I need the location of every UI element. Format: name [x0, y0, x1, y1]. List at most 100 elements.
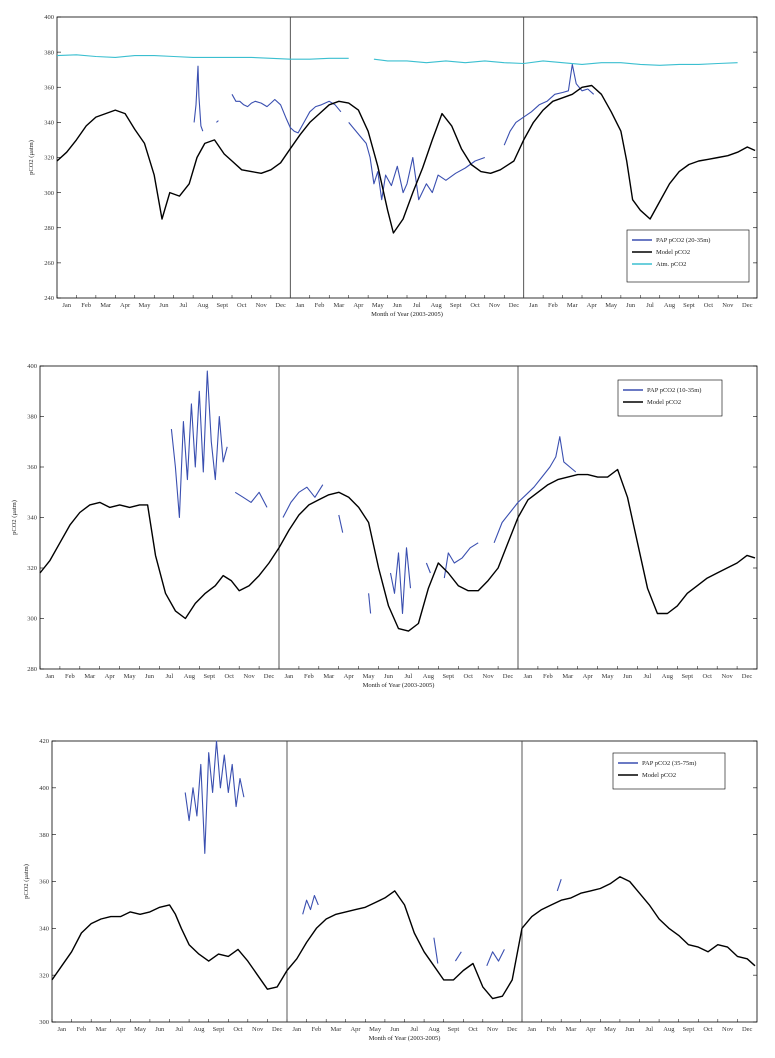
- y-tick-label: 320: [44, 155, 54, 162]
- x-tick-label: May: [363, 673, 376, 680]
- x-tick-label: Jun: [159, 302, 169, 309]
- legend-label: Model pCO2: [647, 399, 681, 406]
- x-tick-label: Jun: [390, 1026, 400, 1033]
- x-tick-label: Feb: [315, 302, 325, 309]
- x-tick-label: Dec: [507, 1026, 518, 1033]
- y-tick-label: 380: [39, 832, 49, 839]
- x-tick-label: Jan: [292, 1026, 301, 1033]
- y-axis-title: pCO2 (μatm): [11, 500, 18, 535]
- x-tick-label: Jul: [410, 1026, 418, 1033]
- x-tick-label: Nov: [489, 302, 501, 309]
- x-tick-label: Jul: [644, 673, 652, 680]
- x-tick-label: Jul: [180, 302, 188, 309]
- x-tick-label: Jan: [57, 1026, 66, 1033]
- series-line-0: [433, 937, 439, 964]
- x-tick-label: May: [372, 302, 385, 309]
- x-tick-label: Aug: [197, 302, 209, 309]
- x-tick-label: Jan: [527, 1026, 536, 1033]
- x-tick-label: Jun: [155, 1026, 165, 1033]
- x-tick-label: Sept: [204, 673, 216, 680]
- x-tick-label: Dec: [742, 302, 753, 309]
- x-tick-label: Apr: [353, 302, 364, 309]
- x-tick-label: Feb: [81, 302, 91, 309]
- x-tick-label: Feb: [77, 1026, 87, 1033]
- y-tick-label: 280: [44, 225, 54, 232]
- x-tick-label: Mar: [567, 302, 579, 309]
- x-tick-label: Mar: [334, 302, 346, 309]
- legend-label: Atm. pCO2: [656, 261, 686, 268]
- series-line-0: [556, 879, 562, 892]
- chart-panel-top: 240 260 280 300 320 340 360 380 400 Jan Feb Mar Apr M…: [28, 14, 758, 318]
- x-tick-label: Jan: [46, 673, 55, 680]
- series-line-0: [216, 120, 219, 123]
- series-line-0: [302, 894, 319, 915]
- x-tick-label: Jun: [393, 302, 403, 309]
- x-tick-label: Dec: [742, 673, 753, 680]
- x-tick-label: Apr: [344, 673, 355, 680]
- chart-panel-bottom: 300 320 340 360 380 400 420 Jan Feb Mar Apr May Jun J…: [23, 738, 758, 1042]
- y-tick-label: 300: [44, 190, 54, 197]
- x-tick-label: Oct: [225, 673, 235, 680]
- y-tick-label: 380: [27, 414, 37, 421]
- x-tick-label: Sept: [450, 302, 462, 309]
- x-tick-label: Aug: [662, 673, 674, 680]
- series-line-0: [234, 491, 268, 508]
- x-tick-label: Sept: [683, 302, 695, 309]
- x-tick-label: Nov: [256, 302, 268, 309]
- x-tick-label: Mar: [566, 1026, 578, 1033]
- x-tick-label: May: [139, 302, 152, 309]
- x-tick-label: Oct: [704, 302, 714, 309]
- y-tick-label: 360: [39, 879, 49, 886]
- x-tick-label: Jan: [285, 673, 294, 680]
- x-tick-label: Sept: [213, 1026, 225, 1033]
- x-tick-label: Sept: [216, 302, 228, 309]
- x-tick-label: Jul: [413, 302, 421, 309]
- x-tick-label: May: [369, 1026, 382, 1033]
- x-tick-label: Oct: [237, 302, 247, 309]
- series-line-0: [389, 547, 412, 615]
- series-line-0: [425, 562, 431, 574]
- series-line-0: [368, 593, 372, 614]
- x-tick-label: Dec: [275, 302, 286, 309]
- x-tick-label: Jun: [625, 1026, 635, 1033]
- series-line-2: [373, 58, 738, 66]
- series-line-2: [56, 54, 349, 60]
- legend-label: PAP pCO2 (20-35m): [656, 237, 710, 244]
- x-tick-label: Sept: [683, 1026, 695, 1033]
- series-line-0: [454, 951, 462, 962]
- x-axis-title: Month of Year (2003-2005): [369, 1035, 441, 1042]
- x-tick-label: Dec: [272, 1026, 283, 1033]
- series-line-0: [193, 65, 204, 132]
- x-tick-label: Jun: [623, 673, 633, 680]
- y-tick-label: 360: [27, 464, 37, 471]
- y-tick-label: 320: [27, 565, 37, 572]
- x-tick-label: Nov: [722, 673, 734, 680]
- y-tick-label: 320: [39, 972, 49, 979]
- x-tick-label: Feb: [547, 1026, 557, 1033]
- series-line-0: [348, 122, 485, 201]
- series-line-0: [282, 484, 324, 518]
- y-tick-label: 380: [44, 49, 54, 56]
- y-tick-label: 280: [27, 666, 37, 673]
- x-tick-label: Apr: [587, 302, 598, 309]
- x-tick-label: Jul: [645, 1026, 653, 1033]
- x-tick-label: Apr: [115, 1026, 126, 1033]
- x-tick-label: Nov: [722, 1026, 734, 1033]
- x-tick-label: Mar: [323, 673, 335, 680]
- legend-label: Model pCO2: [656, 249, 690, 256]
- x-tick-label: Dec: [742, 1026, 753, 1033]
- legend-label: PAP pCO2 (35-75m): [642, 760, 696, 767]
- x-tick-label: Aug: [428, 1026, 440, 1033]
- x-tick-label: Feb: [65, 673, 75, 680]
- chart-panel-middle: 280 300 320 340 360 380 400 Jan Feb Mar Apr May Jun J…: [11, 363, 758, 689]
- x-tick-label: May: [602, 673, 615, 680]
- x-tick-label: Oct: [703, 1026, 713, 1033]
- x-tick-label: Aug: [431, 302, 443, 309]
- x-tick-label: Oct: [233, 1026, 243, 1033]
- x-tick-label: Oct: [464, 673, 474, 680]
- y-tick-label: 340: [27, 515, 37, 522]
- legend-box: [612, 752, 726, 790]
- x-tick-label: Jun: [384, 673, 394, 680]
- x-tick-label: Jun: [145, 673, 155, 680]
- x-tick-label: Feb: [312, 1026, 322, 1033]
